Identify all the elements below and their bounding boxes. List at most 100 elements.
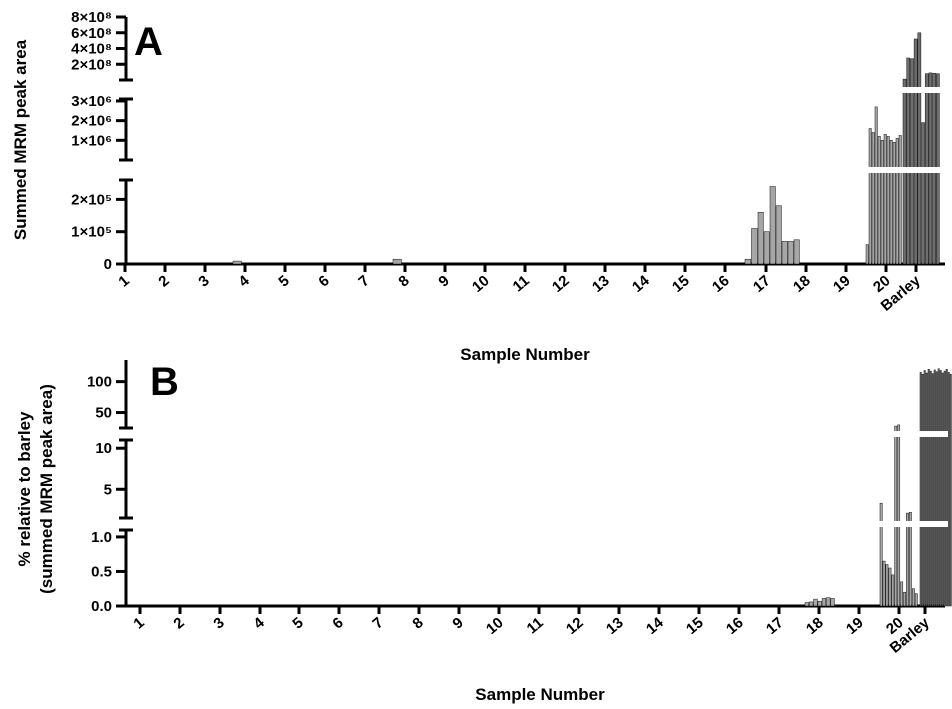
data-bar [744,258,752,265]
data-bar [888,567,892,607]
x-tick-label: 5 [275,272,292,290]
y-tick-label: 3×10⁶ [71,93,112,110]
data-bar [935,371,938,607]
data-bar [892,142,896,265]
x-tick-label: 13 [589,272,613,296]
data-bar [941,372,944,607]
data-bar [813,598,818,607]
data-bar [931,373,934,607]
data-bar [879,502,883,607]
data-bar [882,560,886,607]
x-tick-label: 7 [369,614,386,632]
x-tick-label: 4 [250,614,268,633]
data-bar [903,591,906,607]
data-bar [793,239,800,265]
x-tick-label: 18 [803,614,827,638]
y-tick-label: 2×10⁵ [71,191,112,208]
data-bar [232,260,242,265]
y-tick-label: 2×10⁶ [71,113,112,130]
x-tick-label: 12 [563,614,587,638]
panel-label: A [134,20,163,64]
x-tick-label: 3 [210,614,227,632]
data-bar [947,372,950,607]
data-bar [757,212,764,265]
x-tick-label: 13 [603,614,627,638]
data-bar [945,369,948,607]
x-tick-label: 3 [195,272,212,290]
data-bar [937,368,940,607]
x-tick-label: 10 [469,272,493,296]
data-bar [868,128,872,265]
y-tick-label: 50 [95,405,112,422]
y-tick-label: 0.0 [91,598,112,615]
y-tick-label: 8×10⁸ [71,9,112,26]
panel-label: B [150,360,179,404]
x-tick-label: 14 [629,272,653,296]
data-bar [921,122,925,265]
data-bar [925,372,928,607]
data-bar [885,564,889,607]
data-bar [919,372,922,607]
data-bar [883,134,887,265]
data-bar [921,373,924,607]
axis-break-gap [129,167,948,173]
x-tick-label: 6 [329,614,346,632]
data-bar [817,600,822,607]
panel-a-chart: 0 1×10⁵ 2×10⁵ 1×10⁶ 2×10⁶ 3×10⁶ 2×10⁸4×10⁸6×10… [11,9,948,364]
data-bar [763,231,770,265]
data-bar [781,241,788,265]
y-axis-title-line2: (summed MRM peak area) [37,384,56,594]
y-tick-label: 2×10⁸ [71,56,112,73]
y-axis-title: Summed MRM peak area [11,39,30,240]
data-bar [908,512,912,607]
x-axis-title: Sample Number [475,685,605,704]
x-tick-label: 6 [315,272,332,290]
x-tick-label: 8 [409,614,426,632]
y-tick-label: 1.0 [91,529,112,546]
data-bar [889,140,893,265]
data-bar [871,132,875,265]
data-bar [943,370,946,607]
data-bar [898,135,902,265]
data-bar [927,369,930,607]
y-tick-label: 1×10⁵ [71,224,112,241]
data-bar [769,186,776,265]
data-bar [913,38,918,265]
data-bar [392,258,402,265]
data-bar [906,57,911,265]
data-bar [895,138,899,265]
data-bar [804,602,809,607]
data-bar [894,425,898,607]
x-tick-label: 1 [130,614,147,632]
x-tick-label: 7 [355,272,372,290]
axis-break-gap [129,431,948,437]
x-tick-label: 15 [683,614,707,638]
data-bar [821,598,827,607]
x-tick-label: 2 [155,272,172,290]
data-bar [917,32,922,265]
data-bar [910,58,914,265]
y-tick-label: 6×10⁸ [71,25,112,42]
data-bar [923,370,926,607]
x-tick-label: 15 [669,272,693,296]
data-bar [865,244,869,265]
x-tick-label: 9 [449,614,466,632]
data-bar [886,136,890,265]
x-tick-label: 5 [289,614,306,632]
x-tick-label: 17 [750,272,774,296]
x-tick-label: 16 [723,614,747,638]
x-tick-label: 9 [435,272,452,290]
axis-break-gap [129,87,948,93]
x-tick-label: 11 [524,614,547,637]
y-tick-label: 10 [95,440,112,457]
x-tick-label: 19 [830,272,854,296]
y-tick-label: 5 [104,481,112,498]
x-tick-label: 10 [483,614,507,638]
data-bar [891,574,895,607]
x-tick-label: 1 [115,272,132,290]
data-bar [914,593,918,607]
x-tick-label: 17 [763,614,787,638]
data-bar [949,373,952,607]
